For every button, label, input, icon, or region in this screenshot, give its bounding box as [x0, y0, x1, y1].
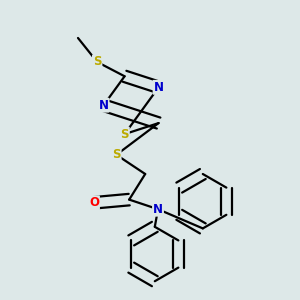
Text: N: N: [153, 203, 163, 216]
Text: S: S: [120, 128, 129, 141]
Text: S: S: [93, 56, 101, 68]
Text: O: O: [89, 196, 99, 209]
Text: N: N: [99, 99, 109, 112]
Text: S: S: [112, 148, 121, 161]
Text: N: N: [154, 81, 164, 94]
